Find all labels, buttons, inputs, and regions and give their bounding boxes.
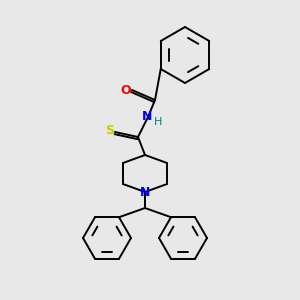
Text: N: N	[142, 110, 152, 124]
Text: N: N	[140, 185, 150, 199]
Text: O: O	[121, 83, 131, 97]
Text: S: S	[106, 124, 115, 137]
Text: H: H	[154, 117, 162, 127]
